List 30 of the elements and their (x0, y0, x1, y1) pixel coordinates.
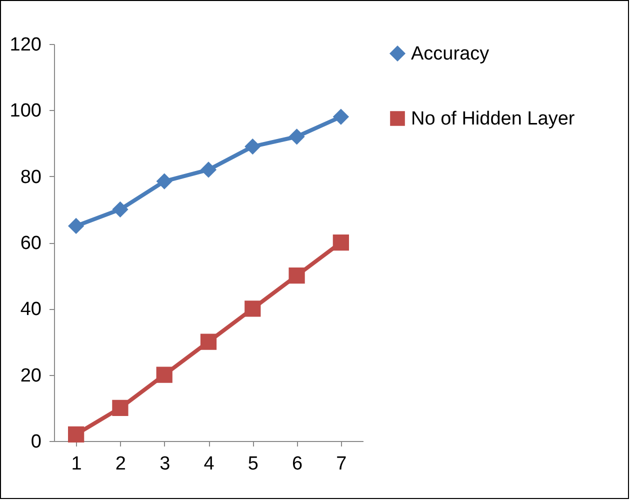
y-tick-label: 80 (20, 166, 42, 188)
legend-label: Accuracy (411, 44, 490, 64)
y-tick-label: 100 (10, 100, 42, 122)
point (244, 300, 261, 317)
y-tick-label: 60 (20, 233, 42, 254)
legend-label: No of Hidden Layer (411, 108, 576, 130)
y-tick-label: 0 (30, 432, 42, 452)
point (112, 201, 128, 218)
point (288, 268, 305, 284)
x-tick-label: 4 (204, 454, 215, 474)
y-tick-label: 20 (20, 365, 42, 386)
point (68, 218, 84, 234)
x-tick-label: 7 (336, 454, 347, 474)
point (244, 138, 261, 155)
x-tick-label: 2 (115, 454, 126, 474)
point (332, 234, 349, 251)
point (156, 366, 172, 383)
y-tick-label: 40 (20, 299, 42, 320)
x-tick-label: 5 (248, 454, 258, 474)
y-tick-label: 120 (10, 34, 42, 56)
point (200, 334, 217, 350)
point (68, 426, 84, 442)
x-tick-label: 1 (71, 454, 82, 474)
x-tick-label: 3 (160, 454, 170, 474)
point (332, 108, 349, 125)
point (112, 400, 128, 416)
point (288, 128, 305, 145)
point (200, 162, 217, 178)
x-tick-label: 6 (292, 454, 303, 474)
point (156, 173, 172, 190)
